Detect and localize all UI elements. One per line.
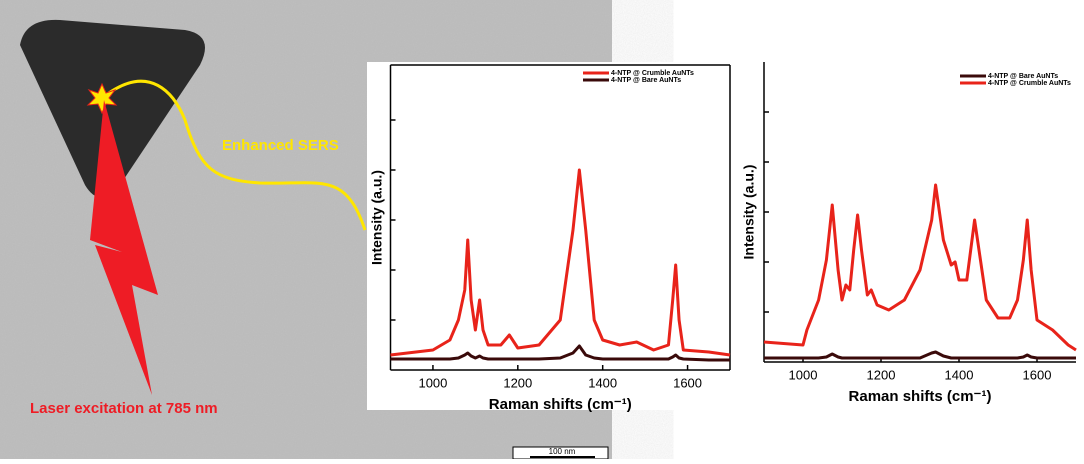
hotspot-star [86,82,118,115]
x-axis-label: Raman shifts (cm⁻¹) [849,388,992,405]
legend-label: 4-NTP @ Bare AuNTs [988,73,1058,80]
sers-label: Enhanced SERS [222,137,339,154]
laser-bolt [90,100,158,395]
data-line [763,183,1077,352]
laser-label: Laser excitation at 785 nm [30,400,218,417]
x-tick-label: 1400 [945,367,974,382]
x-tick-label: 1000 [789,367,818,382]
nanotriangle [20,19,205,198]
x-tick-label: 1400 [588,375,617,390]
x-tick-label: 1600 [1023,367,1052,382]
x-tick-label: 1200 [867,367,896,382]
data-line [390,344,730,362]
legend-label: 4-NTP @ Crumble AuNTs [988,80,1071,87]
x-tick-label: 1000 [418,375,447,390]
data-line [764,350,1076,360]
chart-panel-2 [740,55,1084,459]
y-axis-label: Intensity (a.u.) [741,165,757,260]
sers-curve [101,79,367,231]
x-tick-label: 1600 [673,375,702,390]
legend-label: 4-NTP @ Bare AuNTs [611,77,681,84]
x-axis-label: Raman shifts (cm⁻¹) [489,396,632,413]
y-axis-label: Intensity (a.u.) [369,170,385,265]
data-line [390,168,731,357]
legend-label: 4-NTP @ Crumble AuNTs [611,70,694,77]
scale-bar-label: 100 nm [549,447,576,456]
x-tick-label: 1200 [503,375,532,390]
